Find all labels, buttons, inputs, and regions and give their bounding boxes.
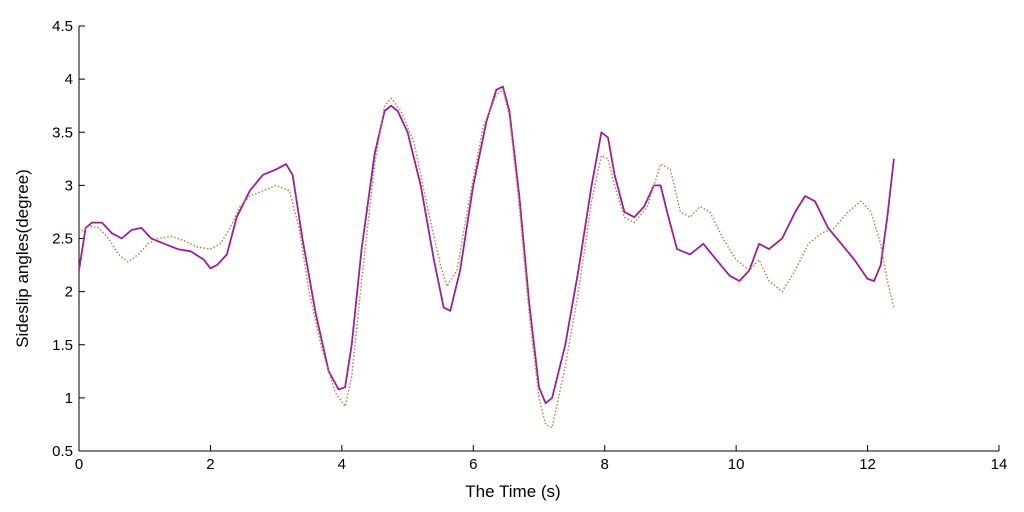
y-tick-label: 0.5	[52, 443, 73, 460]
y-tick-label: 1.5	[52, 337, 73, 354]
x-tick-label: 2	[206, 456, 214, 473]
x-tick-label: 14	[991, 456, 1008, 473]
series-line-1	[78, 85, 895, 405]
x-tick-label: 8	[601, 456, 609, 473]
y-ticks: 0.5 1 1.5 2 2.5 3 3.5 4 4.5	[52, 18, 85, 460]
y-tick-label: 2.5	[52, 231, 73, 248]
y-tick-label: 4.5	[52, 18, 73, 35]
y-tick-label: 2	[65, 284, 73, 301]
x-axis-label: The Time (s)	[465, 482, 560, 501]
x-tick-label: 12	[859, 456, 876, 473]
y-tick-label: 3	[65, 177, 73, 194]
x-tick-label: 6	[469, 456, 477, 473]
series-layer	[78, 85, 895, 429]
series-line-2	[78, 89, 895, 429]
x-tick-label: 0	[75, 456, 83, 473]
y-tick-label: 3.5	[52, 124, 73, 141]
y-tick-label: 1	[65, 390, 73, 407]
y-axis-label: Sideslip angles(degree)	[13, 169, 32, 348]
x-ticks: 0 2 4 6 8 10 12 14	[75, 445, 1008, 473]
x-tick-label: 10	[728, 456, 745, 473]
y-tick-label: 4	[65, 71, 73, 88]
x-tick-label: 4	[338, 456, 346, 473]
